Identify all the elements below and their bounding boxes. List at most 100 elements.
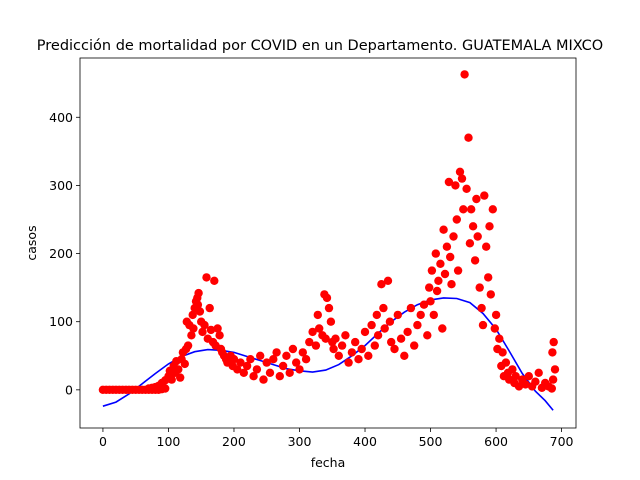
data-point bbox=[326, 317, 336, 326]
data-point bbox=[337, 341, 347, 350]
data-point bbox=[334, 351, 343, 360]
data-point bbox=[269, 355, 278, 364]
data-point bbox=[511, 372, 520, 381]
data-point bbox=[239, 368, 248, 377]
data-point bbox=[550, 365, 560, 374]
data-point bbox=[442, 242, 452, 251]
data-point bbox=[501, 358, 511, 367]
plot-area bbox=[80, 58, 576, 428]
data-point bbox=[341, 331, 350, 340]
data-point bbox=[547, 384, 556, 393]
data-point bbox=[465, 239, 475, 248]
x-axis-title: fecha bbox=[311, 455, 346, 470]
data-point bbox=[485, 222, 494, 231]
data-point bbox=[321, 334, 330, 343]
data-point bbox=[460, 70, 469, 79]
data-point bbox=[236, 358, 245, 367]
data-point bbox=[432, 286, 442, 296]
data-point bbox=[315, 324, 324, 333]
data-point bbox=[439, 225, 448, 234]
data-point bbox=[285, 368, 294, 377]
data-point bbox=[229, 355, 239, 364]
data-point bbox=[383, 276, 393, 285]
data-point bbox=[549, 337, 558, 347]
data-point bbox=[205, 303, 214, 313]
x-tick-label: 600 bbox=[484, 434, 508, 449]
x-tick-label: 100 bbox=[157, 434, 181, 449]
data-point bbox=[373, 331, 383, 340]
x-axis: 0 100 200 300 400 500 600 700 bbox=[99, 428, 574, 449]
data-point bbox=[262, 358, 271, 367]
x-tick-label: 200 bbox=[222, 434, 246, 449]
data-point bbox=[548, 375, 558, 384]
y-tick-label: 100 bbox=[49, 314, 73, 329]
data-point bbox=[482, 242, 491, 251]
data-point bbox=[446, 252, 455, 262]
data-point bbox=[372, 310, 381, 320]
data-point bbox=[198, 327, 207, 337]
data-point bbox=[189, 324, 198, 333]
data-point bbox=[202, 273, 211, 282]
data-point bbox=[272, 348, 281, 357]
data-point bbox=[410, 341, 419, 350]
data-point bbox=[477, 303, 486, 313]
y-axis: 0 100 200 300 400 bbox=[49, 110, 80, 397]
data-point bbox=[434, 276, 443, 285]
data-point bbox=[491, 310, 501, 320]
data-point bbox=[357, 344, 366, 354]
data-point bbox=[406, 303, 416, 313]
data-point bbox=[396, 334, 406, 343]
data-point bbox=[385, 317, 395, 326]
data-point bbox=[524, 372, 533, 381]
data-point bbox=[444, 177, 454, 187]
data-point bbox=[468, 222, 478, 231]
data-point bbox=[360, 327, 370, 337]
data-point bbox=[324, 303, 334, 313]
data-point bbox=[347, 348, 357, 357]
data-point bbox=[429, 310, 438, 320]
data-point bbox=[210, 276, 219, 285]
data-point bbox=[377, 280, 386, 289]
data-point bbox=[427, 266, 437, 275]
data-point bbox=[249, 372, 258, 381]
data-point bbox=[292, 358, 301, 367]
data-point bbox=[176, 373, 185, 382]
data-point bbox=[298, 348, 307, 357]
data-point bbox=[393, 310, 402, 320]
data-point bbox=[416, 310, 425, 320]
data-point bbox=[514, 382, 524, 391]
data-point bbox=[246, 355, 255, 364]
data-point bbox=[194, 288, 203, 298]
data-point bbox=[521, 380, 530, 389]
data-point bbox=[183, 341, 193, 350]
data-point bbox=[431, 249, 440, 258]
data-point bbox=[453, 266, 463, 275]
data-point bbox=[484, 273, 493, 282]
data-point bbox=[215, 331, 224, 340]
data-point bbox=[457, 174, 467, 183]
data-point bbox=[311, 341, 321, 350]
data-point bbox=[413, 320, 422, 330]
data-point bbox=[440, 269, 450, 279]
data-point bbox=[275, 372, 284, 381]
data-point bbox=[278, 361, 288, 371]
data-point bbox=[387, 337, 396, 347]
data-point bbox=[455, 167, 465, 176]
data-point bbox=[259, 375, 268, 384]
data-point bbox=[400, 351, 409, 360]
data-point bbox=[449, 232, 458, 241]
x-tick-label: 400 bbox=[353, 434, 377, 449]
data-point bbox=[486, 290, 495, 299]
y-tick-label: 0 bbox=[65, 382, 73, 397]
data-point bbox=[174, 365, 183, 374]
data-point bbox=[301, 355, 311, 364]
data-point bbox=[447, 280, 456, 289]
data-point bbox=[282, 351, 291, 360]
y-tick-label: 300 bbox=[49, 178, 73, 193]
data-point bbox=[329, 344, 338, 354]
data-point bbox=[419, 300, 429, 309]
data-point bbox=[379, 303, 388, 313]
data-point bbox=[488, 205, 497, 214]
y-tick-label: 200 bbox=[49, 246, 73, 261]
data-point bbox=[167, 375, 176, 384]
